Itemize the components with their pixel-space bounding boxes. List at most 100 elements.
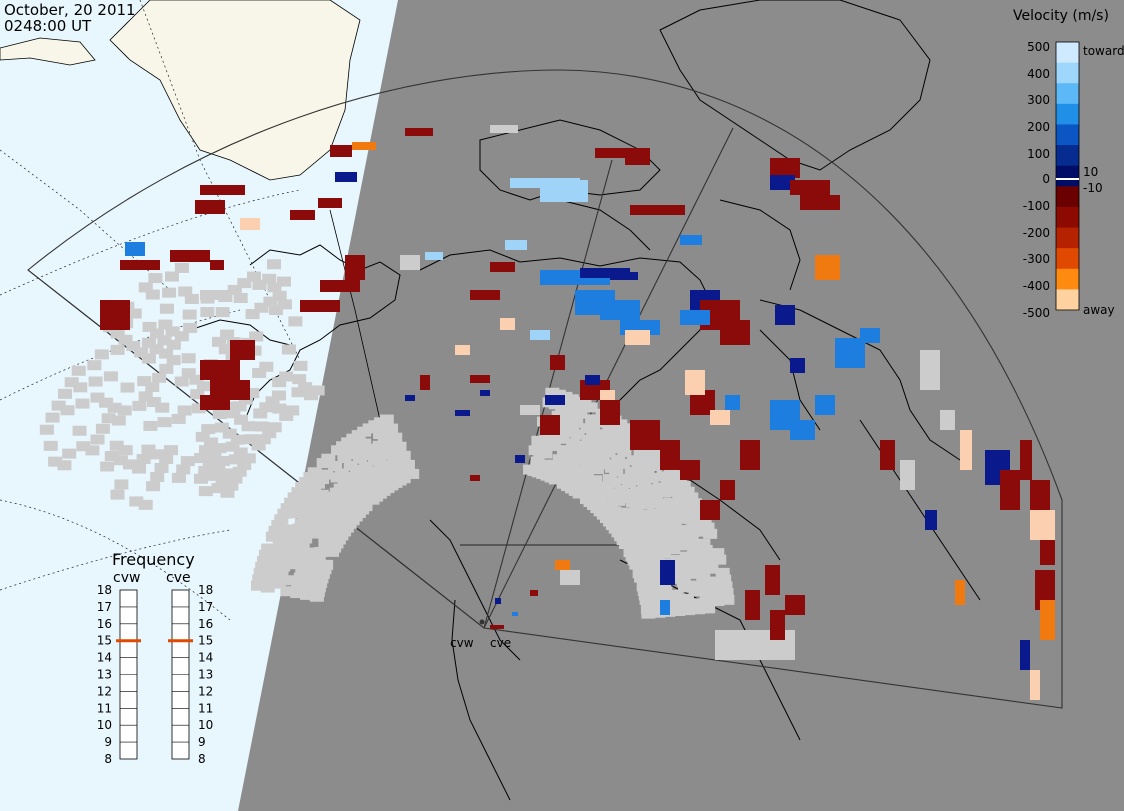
echo-cell: [296, 562, 311, 573]
echo-cell: [252, 279, 267, 290]
echo-cell: [230, 340, 255, 360]
echo-cell: [247, 271, 262, 282]
echo-cell: [200, 185, 245, 195]
echo-cell: [178, 286, 193, 297]
echo-cell: [118, 334, 133, 345]
velocity-tick-label: 100: [1027, 147, 1050, 161]
echo-cell: [120, 382, 135, 393]
echo-cell: [159, 348, 174, 359]
echo-cell: [227, 284, 242, 295]
echo-cell: [679, 593, 694, 604]
echo-cell: [293, 543, 308, 554]
echo-cell: [157, 335, 172, 346]
echo-cell: [280, 524, 295, 535]
echo-cell: [228, 473, 243, 484]
echo-cell: [272, 290, 287, 301]
frequency-tick-label: 11: [97, 701, 112, 715]
velocity-tick-label: -400: [1023, 279, 1050, 293]
echo-cell: [405, 128, 433, 136]
echo-cell: [295, 482, 310, 493]
echo-cell: [260, 582, 275, 593]
echo-cell: [770, 175, 795, 190]
echo-cell: [373, 429, 388, 440]
echo-cell: [64, 377, 79, 388]
echo-cell: [142, 321, 157, 332]
echo-cell: [268, 525, 283, 536]
velocity-colorbar: [1056, 42, 1079, 311]
echo-cell: [665, 518, 680, 529]
echo-cell: [281, 344, 296, 355]
frequency-tick-label: 9: [198, 735, 206, 749]
echo-cell: [670, 508, 685, 519]
velocity-toward-label: toward: [1083, 44, 1124, 58]
echo-cell: [282, 575, 297, 586]
echo-cell: [289, 528, 304, 539]
echo-cell: [602, 424, 617, 435]
echo-cell: [103, 371, 118, 382]
echo-cell: [72, 425, 87, 436]
echo-cell: [632, 568, 647, 579]
echo-cell: [297, 513, 312, 524]
echo-cell: [48, 456, 63, 467]
echo-cell: [352, 142, 376, 150]
echo-cell: [679, 525, 694, 536]
echo-cell: [720, 320, 750, 345]
echo-cell: [211, 483, 226, 494]
echo-cell: [673, 534, 688, 545]
echo-cell: [155, 402, 170, 413]
velocity-colorbar-segment: [1056, 83, 1079, 105]
echo-cell: [680, 599, 695, 610]
echo-cell: [545, 387, 560, 398]
echo-cell: [127, 308, 142, 319]
echo-cell: [193, 473, 208, 484]
echo-cell: [680, 460, 700, 480]
echo-cell: [267, 259, 281, 270]
echo-cell: [252, 367, 267, 378]
echo-cell: [107, 402, 122, 413]
echo-cell: [490, 262, 515, 272]
echo-cell: [271, 520, 286, 531]
echo-cell: [391, 464, 406, 475]
echo-cell: [171, 472, 186, 483]
echo-cell: [585, 375, 600, 385]
echo-cell: [600, 390, 615, 400]
echo-cell: [683, 563, 698, 574]
echo-cell: [700, 500, 720, 520]
echo-cell: [687, 580, 702, 591]
echo-cell: [720, 594, 735, 605]
echo-cell: [455, 410, 470, 416]
echo-cell: [600, 400, 620, 425]
echo-cell: [202, 458, 217, 469]
echo-cell: [150, 328, 165, 339]
echo-cell: [312, 509, 327, 520]
echo-cell: [176, 464, 191, 475]
echo-cell: [252, 574, 267, 585]
echo-cell: [87, 360, 102, 371]
echo-cell: [682, 509, 697, 520]
echo-cell: [681, 605, 696, 616]
echo-cell: [455, 345, 470, 355]
echo-cell: [684, 536, 699, 547]
frequency-scales: 18 18 17 17 16 16 15 15 14 14 13 13 12 12 11 11 10 10 9 9 8 8: [97, 583, 214, 766]
echo-cell: [273, 572, 288, 583]
echo-cell: [152, 372, 167, 383]
echo-cell: [118, 445, 133, 456]
echo-cell: [291, 487, 306, 498]
frequency-tick-label: 18: [97, 583, 112, 597]
echo-cell: [725, 395, 740, 410]
echo-cell: [638, 533, 653, 544]
echo-cell: [490, 625, 504, 629]
echo-cell: [677, 582, 692, 593]
echo-cell: [670, 554, 685, 565]
echo-cell: [101, 413, 116, 424]
echo-cell: [556, 445, 571, 456]
echo-cell: [672, 492, 687, 503]
echo-cell: [318, 198, 342, 208]
velocity-colorbar-segment: [1056, 103, 1079, 125]
echo-cell: [675, 571, 690, 582]
echo-cell: [320, 280, 360, 292]
echo-cell: [684, 492, 699, 503]
echo-cell: [955, 580, 965, 605]
echo-cell: [183, 322, 198, 333]
echo-cell: [198, 445, 213, 456]
